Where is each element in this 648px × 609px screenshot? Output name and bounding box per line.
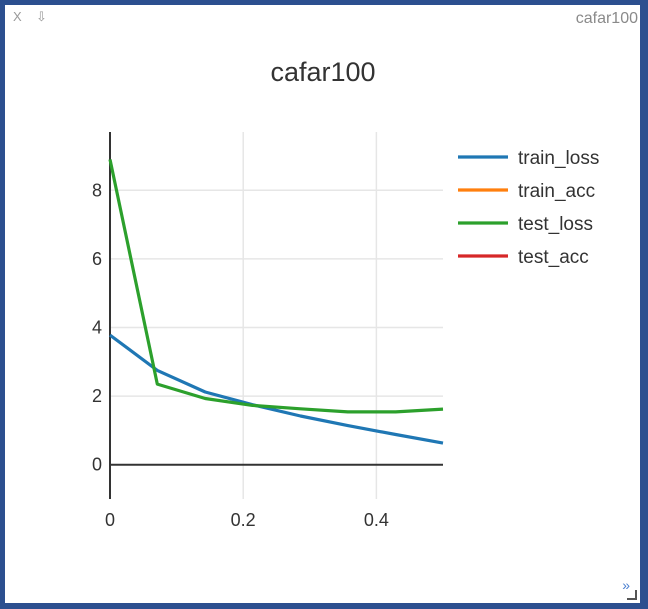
- expand-icon[interactable]: »: [622, 577, 630, 593]
- y-tick-label: 4: [92, 318, 102, 338]
- legend-item-train-acc[interactable]: train_acc: [458, 181, 595, 202]
- series-line-test-loss[interactable]: [108, 159, 444, 414]
- x-tick-label: 0: [105, 510, 115, 530]
- plot-pane: X ⇩ cafar100 cafar100 0 2 4 6 8 0 0.2 0.4 train…: [5, 5, 640, 603]
- legend-label: train_loss: [518, 148, 599, 169]
- save-pane-button[interactable]: ⇩: [36, 9, 47, 24]
- pane-title: cafar100: [575, 10, 638, 27]
- y-tick-label: 6: [92, 249, 102, 269]
- chart-title: cafar100: [270, 57, 375, 87]
- legend-item-train-loss[interactable]: train_loss: [458, 148, 599, 169]
- legend-label: test_acc: [518, 247, 589, 268]
- grid: [110, 132, 443, 499]
- legend-label: test_loss: [518, 214, 593, 235]
- legend-label: train_acc: [518, 181, 595, 202]
- series-line-train-loss[interactable]: [109, 333, 444, 445]
- y-tick-label: 0: [92, 455, 102, 475]
- legend-item-test-acc[interactable]: test_acc: [458, 247, 589, 268]
- x-tick-label: 0.4: [364, 510, 389, 530]
- close-pane-button[interactable]: X: [13, 9, 22, 24]
- resize-handle-icon[interactable]: [627, 590, 637, 600]
- legend[interactable]: train_loss train_acc test_loss test_acc: [458, 148, 599, 268]
- x-tick-label: 0.2: [231, 510, 256, 530]
- series-lines: [108, 159, 444, 445]
- axes: 0 2 4 6 8 0 0.2 0.4: [92, 132, 443, 530]
- line-chart[interactable]: cafar100 0 2 4 6 8 0 0.2 0.4 train_loss train_ac…: [5, 5, 640, 603]
- y-tick-label: 2: [92, 386, 102, 406]
- legend-item-test-loss[interactable]: test_loss: [458, 214, 593, 235]
- y-tick-label: 8: [92, 180, 102, 200]
